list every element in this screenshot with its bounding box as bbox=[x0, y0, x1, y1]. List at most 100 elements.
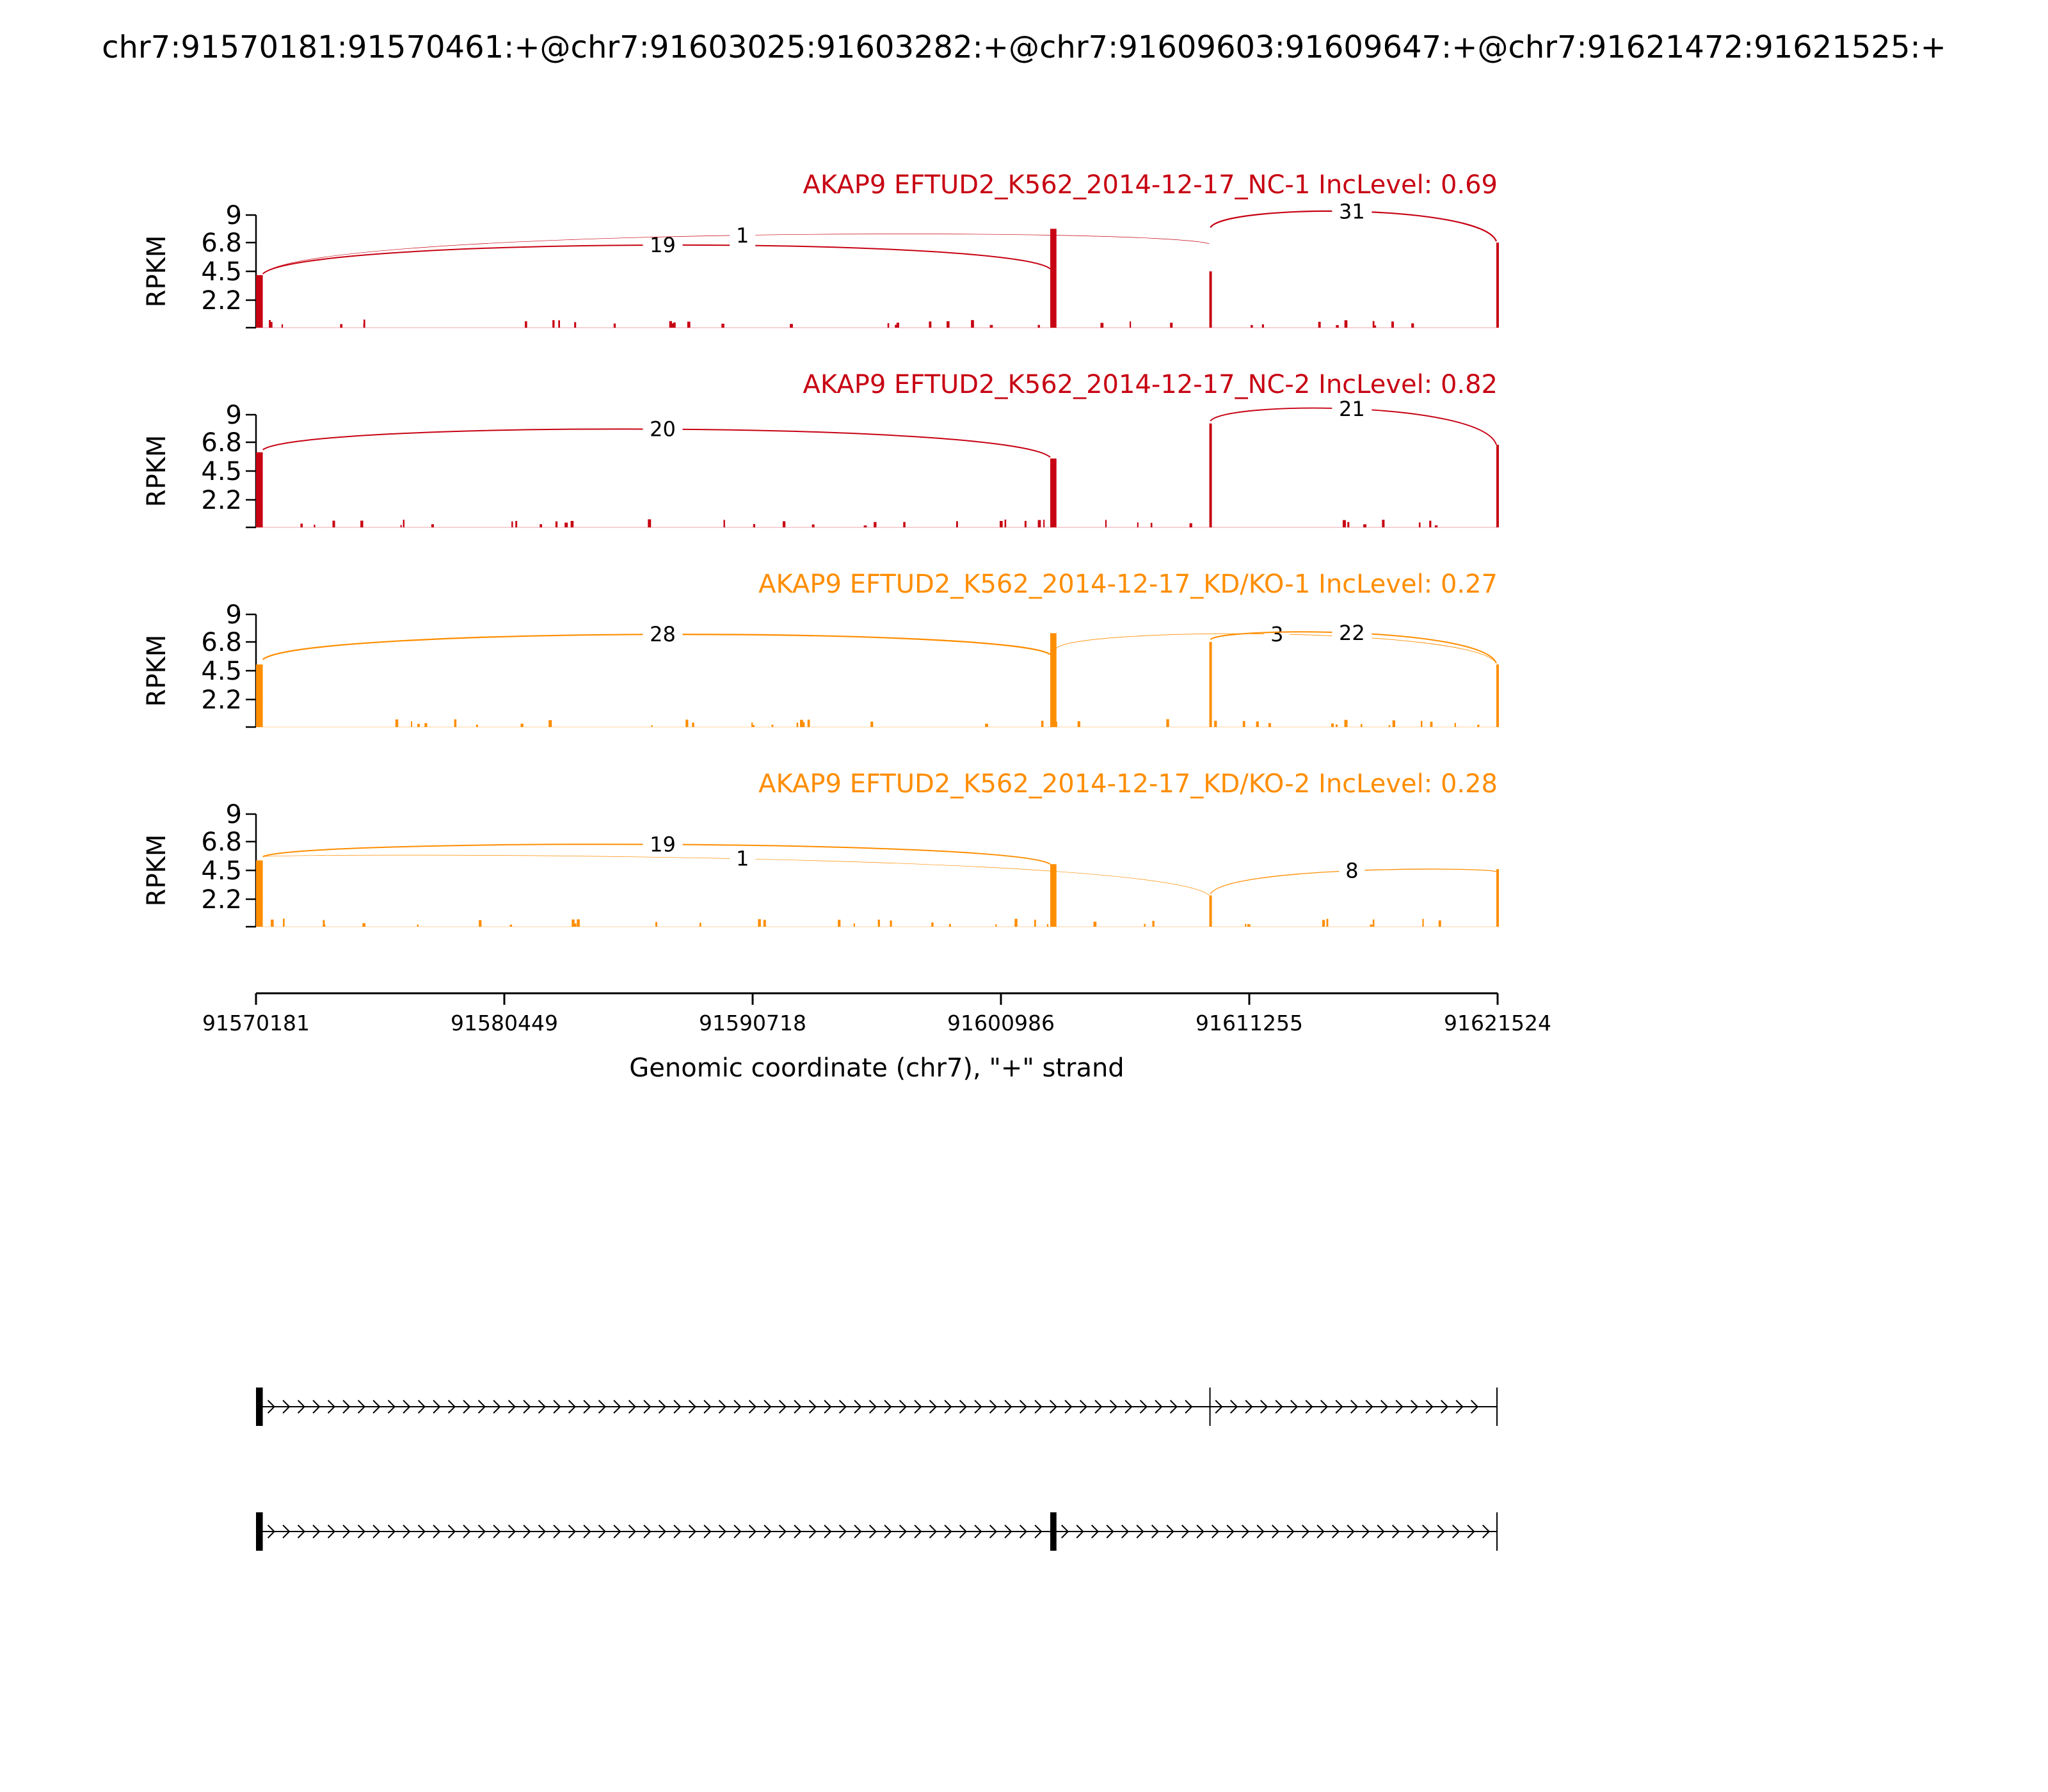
y-tick-label: 2.2 bbox=[201, 885, 242, 915]
noise-coverage bbox=[1422, 918, 1424, 927]
noise-coverage bbox=[751, 722, 753, 727]
noise-coverage bbox=[1420, 721, 1423, 727]
noise-coverage bbox=[360, 520, 364, 527]
strand-chevron bbox=[1411, 1400, 1419, 1414]
isoform-2 bbox=[256, 1512, 1498, 1551]
noise-coverage bbox=[1130, 321, 1132, 328]
coverage-tracks: AKAP9 EFTUD2_K562_2014-12-17_NC-1 IncLev… bbox=[142, 170, 1500, 928]
noise-coverage bbox=[1050, 922, 1052, 927]
x-tick-label: 91590718 bbox=[699, 1011, 806, 1036]
noise-coverage bbox=[995, 924, 997, 927]
strand-chevron bbox=[1004, 1400, 1012, 1414]
strand-chevron bbox=[282, 1400, 291, 1414]
figure-title: chr7:91570181:91570461:+@chr7:91603025:9… bbox=[102, 29, 1946, 65]
noise-coverage bbox=[340, 324, 343, 328]
noise-coverage bbox=[1411, 323, 1414, 328]
x-tick-label: 91600986 bbox=[947, 1011, 1055, 1036]
strand-chevron bbox=[703, 1400, 712, 1414]
strand-chevron bbox=[1275, 1400, 1283, 1414]
noise-coverage bbox=[410, 721, 413, 727]
noise-coverage bbox=[515, 520, 518, 527]
strand-chevron bbox=[764, 1400, 772, 1414]
junction-label-bg bbox=[730, 847, 756, 870]
strand-chevron bbox=[1136, 1524, 1144, 1539]
noise-coverage bbox=[564, 522, 568, 527]
strand-chevron bbox=[703, 1524, 712, 1539]
strand-chevron bbox=[447, 1524, 456, 1539]
noise-coverage bbox=[552, 320, 555, 328]
strand-chevron bbox=[357, 1400, 365, 1414]
strand-chevron bbox=[583, 1400, 591, 1414]
strand-chevron bbox=[1395, 1400, 1404, 1414]
noise-coverage bbox=[1004, 519, 1007, 527]
strand-chevron bbox=[463, 1524, 471, 1539]
y-tick-label: 4.5 bbox=[201, 257, 242, 287]
strand-chevron bbox=[854, 1524, 862, 1539]
noise-coverage bbox=[1372, 919, 1375, 927]
noise-coverage bbox=[985, 723, 988, 727]
strand-chevron bbox=[628, 1524, 636, 1539]
noise-coverage bbox=[1093, 922, 1097, 927]
noise-coverage bbox=[540, 524, 542, 527]
exon-coverage bbox=[1496, 869, 1500, 927]
noise-coverage bbox=[509, 924, 513, 927]
noise-coverage bbox=[323, 920, 325, 927]
strand-chevron bbox=[613, 1400, 621, 1414]
noise-coverage bbox=[1037, 324, 1040, 328]
strand-chevron bbox=[508, 1524, 516, 1539]
x-axis: 91570181 91580449 91590718 91600986 91611255… bbox=[202, 992, 1551, 1036]
noise-coverage bbox=[1247, 924, 1251, 927]
exon-block bbox=[1496, 1512, 1498, 1551]
noise-coverage bbox=[896, 323, 899, 328]
noise-coverage bbox=[1392, 720, 1396, 727]
strand-chevron bbox=[914, 1400, 922, 1414]
strand-chevron bbox=[463, 1400, 471, 1414]
junction-count-label: 1 bbox=[736, 847, 749, 871]
noise-coverage bbox=[1150, 522, 1153, 527]
strand-chevron bbox=[433, 1400, 441, 1414]
isoform-models bbox=[256, 1388, 1498, 1551]
noise-coverage bbox=[548, 720, 552, 727]
exon-coverage bbox=[1496, 444, 1500, 527]
isoform-1 bbox=[256, 1388, 1498, 1426]
noise-coverage bbox=[400, 525, 402, 527]
noise-coverage bbox=[887, 323, 890, 328]
strand-chevron bbox=[1316, 1524, 1325, 1539]
junction-label-bg bbox=[1339, 859, 1365, 883]
noise-coverage bbox=[1268, 723, 1271, 727]
noise-coverage bbox=[685, 719, 689, 727]
strand-chevron bbox=[1272, 1524, 1280, 1539]
noise-coverage bbox=[1331, 723, 1334, 727]
noise-coverage bbox=[956, 521, 958, 527]
strand-chevron bbox=[868, 1400, 877, 1414]
track-label: AKAP9 EFTUD2_K562_2014-12-17_NC-2 IncLev… bbox=[803, 370, 1498, 399]
exon-coverage bbox=[256, 860, 263, 927]
noise-coverage bbox=[1322, 920, 1325, 927]
strand-chevron bbox=[989, 1524, 997, 1539]
noise-coverage bbox=[269, 320, 271, 328]
strand-chevron bbox=[1019, 1524, 1027, 1539]
strand-chevron bbox=[914, 1524, 922, 1539]
noise-coverage bbox=[271, 919, 274, 927]
noise-coverage bbox=[1256, 721, 1259, 727]
strand-chevron bbox=[824, 1524, 832, 1539]
track-1: AKAP9 EFTUD2_K562_2014-12-17_NC-1 IncLev… bbox=[142, 170, 1500, 329]
strand-chevron bbox=[282, 1524, 291, 1539]
strand-chevron bbox=[794, 1524, 802, 1539]
x-axis-label: Genomic coordinate (chr7), "+" strand bbox=[629, 1053, 1124, 1083]
noise-coverage bbox=[801, 722, 805, 727]
exon-coverage bbox=[1050, 458, 1057, 527]
strand-chevron bbox=[433, 1524, 441, 1539]
strand-chevron bbox=[1215, 1400, 1223, 1414]
strand-chevron bbox=[688, 1524, 696, 1539]
strand-chevron bbox=[1320, 1400, 1329, 1414]
noise-coverage bbox=[1014, 918, 1018, 927]
strand-chevron bbox=[1302, 1524, 1310, 1539]
noise-coverage bbox=[1041, 721, 1044, 727]
junction-count-label: 21 bbox=[1339, 397, 1365, 421]
noise-coverage bbox=[403, 520, 404, 527]
exon-coverage bbox=[1209, 423, 1212, 527]
noise-coverage bbox=[1382, 520, 1385, 527]
junction-count-label: 28 bbox=[650, 622, 676, 646]
